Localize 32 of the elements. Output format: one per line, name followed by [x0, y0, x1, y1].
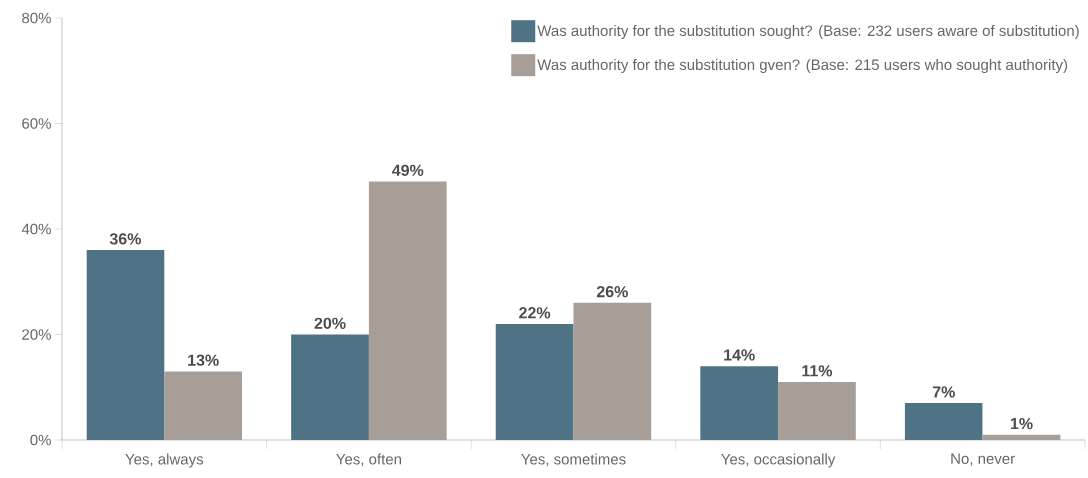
x-tick-label: No, never	[951, 453, 1015, 466]
bar	[778, 381, 856, 440]
data-label: 26%	[596, 285, 628, 298]
bar	[700, 366, 779, 440]
y-tick-label: 60%	[22, 118, 51, 129]
y-tick-label: 0%	[30, 434, 51, 446]
data-label: 49%	[391, 164, 424, 176]
bar	[86, 250, 165, 440]
x-tick-label: Yes, always	[125, 453, 204, 468]
bar	[573, 302, 652, 440]
data-label: 7%	[932, 386, 955, 398]
x-tick-label: Yes, occasionally	[721, 453, 836, 468]
x-tick-label: Yes, sometimes	[521, 453, 626, 467]
bar	[291, 334, 369, 440]
y-tick-label: 20%	[22, 329, 51, 340]
bar	[368, 181, 447, 440]
bar	[982, 434, 1061, 440]
data-label: 13%	[188, 354, 219, 366]
data-label: 22%	[519, 307, 551, 319]
data-label: 36%	[109, 233, 142, 245]
data-label: 1%	[1010, 417, 1033, 430]
y-tick-label: 80%	[22, 12, 51, 24]
x-tick-label: Yes, often	[336, 453, 401, 467]
data-label: 14%	[724, 349, 755, 361]
legend-label: Was authority for the substitution gven? (Base: 215 users who sought authority)	[537, 59, 1068, 73]
y-tick-label: 40%	[21, 223, 51, 235]
bar	[164, 371, 243, 440]
data-label: 20%	[314, 317, 346, 329]
data-label: 11%	[802, 365, 833, 377]
bar	[495, 323, 574, 440]
legend-label: Was authority for the substitution sought? (Base: 232 users aware of substitution)	[537, 25, 1079, 39]
bar	[904, 403, 983, 440]
